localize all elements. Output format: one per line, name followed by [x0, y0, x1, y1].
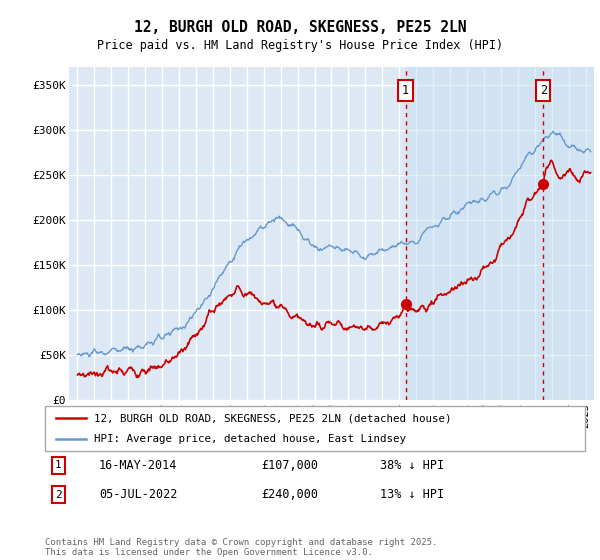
Text: 38% ↓ HPI: 38% ↓ HPI: [380, 459, 444, 472]
Text: 1: 1: [402, 84, 409, 97]
Text: 2: 2: [55, 490, 62, 500]
Text: 05-JUL-2022: 05-JUL-2022: [99, 488, 178, 501]
Text: 16-MAY-2014: 16-MAY-2014: [99, 459, 178, 472]
Text: 12, BURGH OLD ROAD, SKEGNESS, PE25 2LN: 12, BURGH OLD ROAD, SKEGNESS, PE25 2LN: [134, 20, 466, 35]
Text: Price paid vs. HM Land Registry's House Price Index (HPI): Price paid vs. HM Land Registry's House …: [97, 39, 503, 52]
Text: £107,000: £107,000: [261, 459, 318, 472]
Text: 12, BURGH OLD ROAD, SKEGNESS, PE25 2LN (detached house): 12, BURGH OLD ROAD, SKEGNESS, PE25 2LN (…: [94, 413, 451, 423]
Text: £240,000: £240,000: [261, 488, 318, 501]
Bar: [406, 67, 594, 400]
Text: Contains HM Land Registry data © Crown copyright and database right 2025.
This d: Contains HM Land Registry data © Crown c…: [45, 538, 437, 557]
FancyBboxPatch shape: [45, 406, 585, 451]
Text: 1: 1: [55, 460, 62, 470]
Text: HPI: Average price, detached house, East Lindsey: HPI: Average price, detached house, East…: [94, 433, 406, 444]
Text: 13% ↓ HPI: 13% ↓ HPI: [380, 488, 444, 501]
Text: 2: 2: [540, 84, 547, 97]
